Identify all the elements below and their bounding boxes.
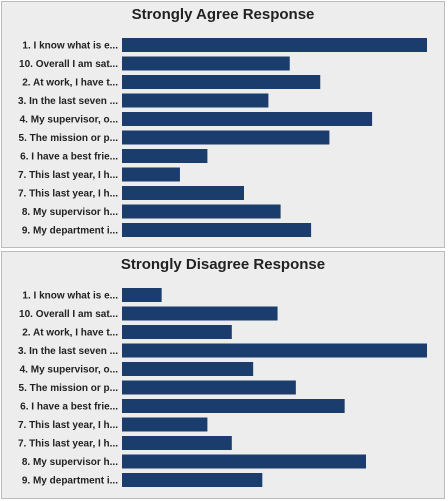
agree-bar[interactable] (122, 130, 330, 145)
disagree-category-label: 7. This last year, I h... (18, 420, 118, 431)
agree-bar[interactable] (122, 223, 312, 237)
disagree-bar[interactable] (122, 454, 366, 469)
disagree-category-label: 6. I have a best frie... (20, 402, 118, 413)
agree-bar[interactable] (122, 149, 208, 163)
agree-bar[interactable] (122, 112, 373, 126)
disagree-category-label: 8. My supervisor h... (22, 457, 118, 468)
disagree-category-label: 7. This last year, I h... (18, 439, 118, 450)
disagree-chart-panel: Strongly Disagree Response 1. I know wha… (1, 251, 445, 499)
agree-bar[interactable] (122, 204, 281, 219)
disagree-category-label: 9. My department i... (22, 476, 118, 487)
agree-category-label: 3. In the last seven ... (18, 96, 118, 107)
agree-category-label: 9. My department i... (22, 226, 118, 237)
disagree-category-label: 2. At work, I have t... (22, 328, 118, 339)
disagree-bar[interactable] (122, 325, 232, 339)
agree-category-label: 2. At work, I have t... (22, 78, 118, 89)
disagree-category-label: 1. I know what is e... (22, 291, 118, 302)
agree-category-label: 6. I have a best frie... (20, 152, 118, 163)
disagree-bar[interactable] (122, 436, 232, 450)
agree-category-label: 7. This last year, I h... (18, 189, 118, 200)
disagree-bar[interactable] (122, 362, 254, 376)
agree-chart-title: Strongly Agree Response (131, 6, 315, 23)
agree-category-label: 4. My supervisor, o... (20, 115, 119, 126)
agree-bar-chart: 1. I know what is e... 10. Overall I am s… (18, 38, 427, 237)
disagree-bar[interactable] (122, 306, 278, 321)
agree-category-label: 1. I know what is e... (22, 41, 118, 52)
agree-category-label: 5. The mission or p... (19, 133, 119, 144)
disagree-chart-title: Strongly Disagree Response (120, 256, 326, 273)
agree-category-label: 10. Overall I am sat... (19, 59, 118, 70)
disagree-category-label: 10. Overall I am sat... (19, 309, 118, 320)
agree-bar[interactable] (122, 186, 244, 200)
agree-bar[interactable] (122, 56, 290, 71)
disagree-bar-chart: 1. I know what is e... 10. Overall I am s… (18, 288, 427, 487)
disagree-category-label: 4. My supervisor, o... (20, 365, 119, 376)
disagree-bar[interactable] (122, 288, 162, 302)
disagree-bar[interactable] (122, 473, 263, 487)
disagree-category-label: 5. The mission or p... (19, 383, 119, 394)
agree-bar[interactable] (122, 93, 269, 108)
disagree-bar[interactable] (122, 417, 208, 432)
disagree-category-label: 3. In the last seven ... (18, 346, 118, 357)
agree-bar[interactable] (122, 75, 321, 89)
disagree-bar[interactable] (122, 380, 296, 395)
agree-chart-panel: Strongly Agree Response 1. I know what i… (1, 1, 445, 248)
agree-bar[interactable] (122, 38, 427, 52)
agree-bar[interactable] (122, 167, 180, 182)
disagree-bar[interactable] (122, 399, 345, 413)
disagree-bar[interactable] (122, 343, 427, 358)
agree-category-label: 8. My supervisor h... (22, 207, 118, 218)
agree-category-label: 7. This last year, I h... (18, 170, 118, 181)
